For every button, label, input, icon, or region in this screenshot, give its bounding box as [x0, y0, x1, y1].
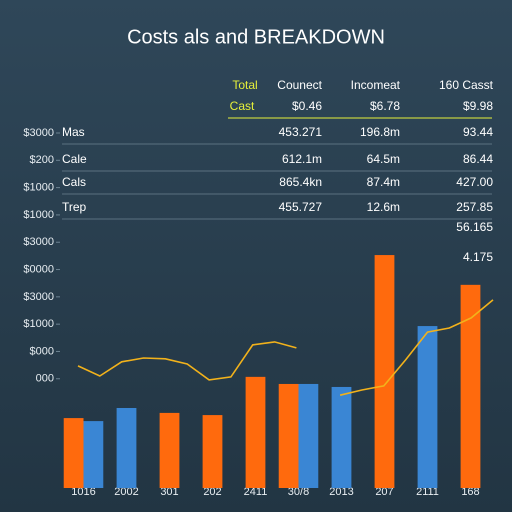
- x-tick-label: 168: [461, 486, 479, 498]
- x-tick-label: 2411: [244, 486, 268, 498]
- chart-title: Costs als and BREAKDOWN: [127, 26, 385, 48]
- row-label: Cast: [230, 99, 255, 113]
- table-cell: 86.44: [463, 152, 493, 166]
- y-tick-label: $200: [30, 154, 54, 166]
- table-cell: 427.00: [456, 175, 493, 189]
- annotation: 4.175: [463, 250, 493, 264]
- table-cell: 64.5m: [367, 152, 400, 166]
- table-cell: 257.85: [456, 200, 493, 214]
- bar: [83, 421, 104, 488]
- y-tick-label: $000: [30, 345, 54, 357]
- x-tick-label: 2111: [416, 486, 439, 498]
- table-cell: 12.6m: [367, 200, 400, 214]
- table-cell: 87.4m: [367, 175, 400, 189]
- y-tick-label: $3000: [23, 127, 54, 139]
- y-tick-label: $1000: [23, 182, 54, 194]
- y-tick-label: 000: [36, 373, 54, 385]
- bar: [63, 418, 84, 488]
- x-tick-label: 207: [375, 486, 393, 498]
- row-label: Cale: [62, 152, 87, 166]
- table-cell: 865.4kn: [279, 175, 322, 189]
- table-header: 160 Casst: [439, 78, 494, 92]
- x-tick-label: 30/8: [288, 486, 309, 498]
- y-tick-label: $1000: [23, 209, 54, 221]
- table-cell: 612.1m: [282, 152, 322, 166]
- trend-line: [77, 341, 297, 381]
- x-tick-label: 1016: [71, 486, 95, 498]
- table-cell: 455.727: [279, 200, 323, 214]
- bar: [159, 412, 180, 488]
- table-cell: 196.8m: [360, 125, 400, 139]
- bar: [417, 326, 438, 488]
- row-label: Mas: [62, 125, 85, 139]
- trend-line: [339, 299, 494, 396]
- table-header: Counect: [277, 78, 322, 92]
- bar: [460, 284, 481, 488]
- y-tick-label: $3000: [23, 291, 54, 303]
- row-label: Trep: [62, 200, 87, 214]
- bar: [278, 383, 299, 488]
- annotation: 56.165: [456, 220, 493, 234]
- x-tick-label: 301: [160, 486, 178, 498]
- y-tick-label: $0000: [23, 263, 54, 275]
- bar: [245, 376, 266, 488]
- x-tick-label: 202: [203, 486, 221, 498]
- bar: [331, 386, 352, 488]
- table-header: Total: [232, 78, 257, 92]
- y-tick-label: $3000: [23, 236, 54, 248]
- bar: [116, 407, 137, 488]
- table-cell: $0.46: [292, 99, 322, 113]
- row-label: Cals: [62, 175, 86, 189]
- table-cell: 453.271: [279, 125, 323, 139]
- x-tick-label: 2002: [114, 486, 138, 498]
- y-tick-label: $1000: [23, 318, 54, 330]
- bar: [374, 255, 395, 488]
- x-tick-label: 2013: [329, 486, 353, 498]
- table-cell: $6.78: [370, 99, 400, 113]
- bar: [202, 415, 223, 488]
- table-header: Incomeat: [351, 78, 401, 92]
- bar: [298, 383, 319, 488]
- table-cell: 93.44: [463, 125, 493, 139]
- table-cell: $9.98: [463, 99, 493, 113]
